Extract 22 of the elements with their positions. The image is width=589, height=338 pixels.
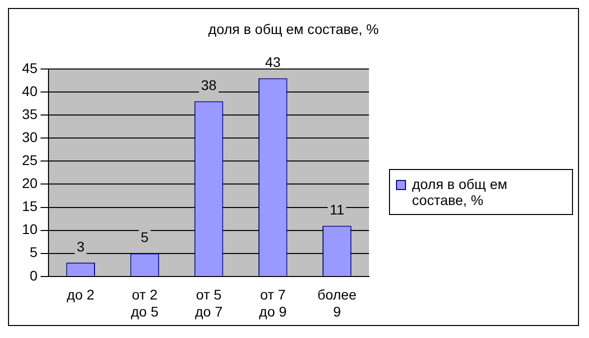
- data-label: 43: [265, 54, 281, 70]
- x-tick-label: от 2 до 5: [130, 286, 159, 320]
- y-tick-label: 20: [22, 175, 38, 192]
- legend-label: доля в общ ем составе, %: [412, 176, 508, 208]
- y-tick-label: 35: [22, 106, 38, 122]
- y-tick-label: 10: [22, 221, 38, 238]
- y-tick-label: 15: [22, 198, 38, 214]
- x-tick-label: от 7 до 9: [259, 286, 287, 320]
- y-tick-label: 45: [22, 60, 38, 76]
- x-tick-label: до 2: [66, 286, 95, 303]
- chart-title: доля в общ ем составе, %: [207, 21, 380, 37]
- y-tick-label: 25: [22, 152, 38, 168]
- data-label: 3: [76, 238, 85, 254]
- data-label: 38: [200, 77, 217, 94]
- x-tick-label: от 5 до 7: [194, 286, 223, 320]
- y-tick-label: 30: [22, 128, 38, 145]
- y-tick-label: 0: [30, 267, 38, 284]
- data-label: 11: [330, 202, 344, 218]
- x-tick-label: более 9: [317, 286, 357, 320]
- y-tick-label: 40: [22, 82, 38, 99]
- data-label: 5: [140, 229, 149, 246]
- y-tick-label: 5: [30, 244, 38, 260]
